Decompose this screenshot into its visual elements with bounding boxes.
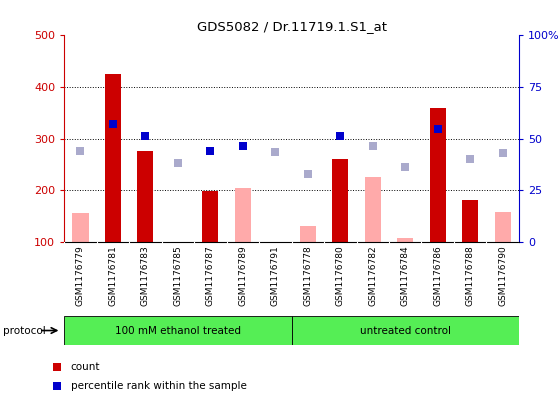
Text: GSM1176788: GSM1176788 <box>466 245 475 306</box>
Text: GSM1176784: GSM1176784 <box>401 245 410 306</box>
Bar <box>64 316 291 345</box>
Text: GSM1176782: GSM1176782 <box>368 245 377 306</box>
Bar <box>364 177 381 242</box>
Text: GSM1176783: GSM1176783 <box>141 245 150 306</box>
Bar <box>202 191 219 242</box>
Text: GSM1176787: GSM1176787 <box>206 245 215 306</box>
Bar <box>332 159 348 242</box>
Text: protocol: protocol <box>3 325 46 336</box>
Text: untreated control: untreated control <box>360 325 451 336</box>
Text: GSM1176781: GSM1176781 <box>108 245 117 306</box>
Text: GSM1176778: GSM1176778 <box>304 245 312 306</box>
Bar <box>291 316 519 345</box>
Bar <box>300 226 316 242</box>
Text: GSM1176780: GSM1176780 <box>336 245 345 306</box>
Text: percentile rank within the sample: percentile rank within the sample <box>70 380 247 391</box>
Bar <box>137 151 153 242</box>
Bar <box>494 212 511 242</box>
Text: GSM1176791: GSM1176791 <box>271 245 280 306</box>
Text: GSM1176789: GSM1176789 <box>238 245 247 306</box>
Text: GSM1176779: GSM1176779 <box>76 245 85 306</box>
Text: count: count <box>70 362 100 372</box>
Text: GSM1176790: GSM1176790 <box>498 245 507 306</box>
Bar <box>73 213 89 242</box>
Bar <box>462 200 478 242</box>
Text: GSM1176786: GSM1176786 <box>433 245 442 306</box>
Text: GSM1176785: GSM1176785 <box>174 245 182 306</box>
Bar <box>105 74 121 242</box>
Bar <box>397 237 413 242</box>
Text: 100 mM ethanol treated: 100 mM ethanol treated <box>115 325 241 336</box>
Bar <box>430 108 446 242</box>
Bar <box>235 187 251 242</box>
Title: GDS5082 / Dr.11719.1.S1_at: GDS5082 / Dr.11719.1.S1_at <box>196 20 387 33</box>
